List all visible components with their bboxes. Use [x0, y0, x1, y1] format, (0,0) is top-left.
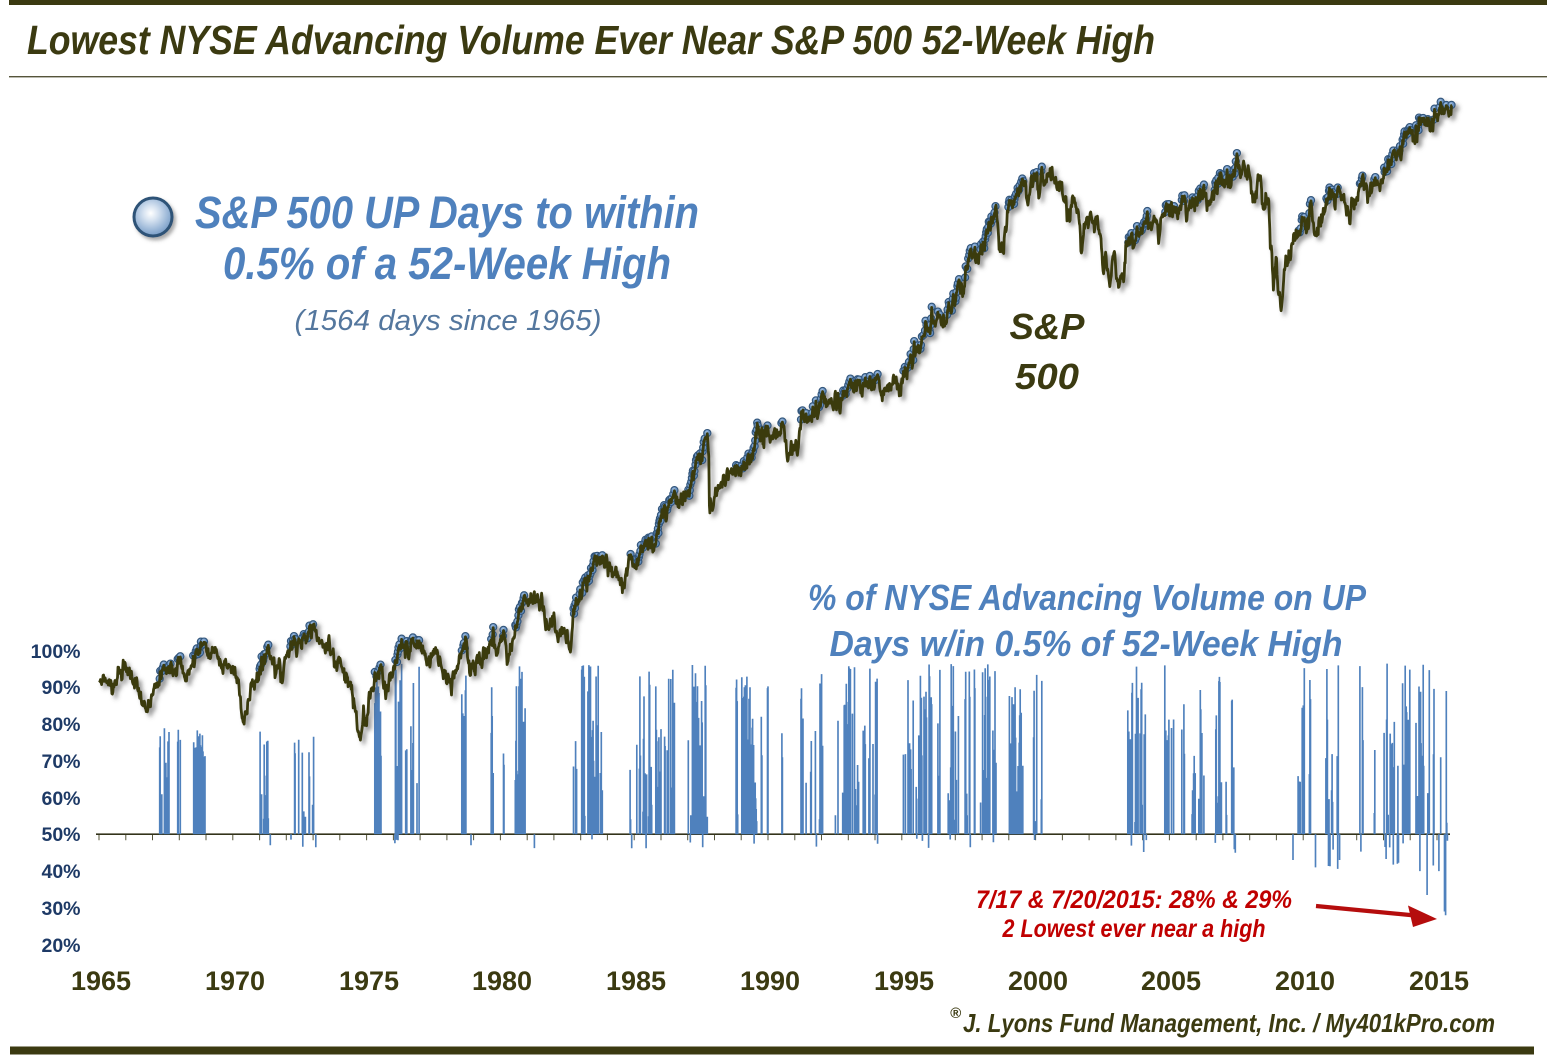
svg-text:1975: 1975: [339, 966, 399, 996]
svg-text:80%: 80%: [41, 714, 80, 736]
svg-text:500: 500: [1015, 356, 1079, 397]
svg-text:®: ®: [950, 1005, 962, 1022]
svg-text:60%: 60%: [41, 788, 80, 810]
svg-text:90%: 90%: [41, 677, 80, 699]
svg-text:1990: 1990: [740, 966, 800, 996]
svg-text:% of NYSE Advancing Volume on: % of NYSE Advancing Volume on UP: [808, 577, 1367, 618]
svg-text:2010: 2010: [1275, 966, 1335, 996]
svg-text:S&P: S&P: [1010, 306, 1086, 347]
svg-text:S&P 500 UP Days to within: S&P 500 UP Days to within: [195, 187, 699, 238]
svg-text:100%: 100%: [31, 641, 81, 663]
svg-text:2000: 2000: [1008, 966, 1068, 996]
svg-text:1985: 1985: [606, 966, 666, 996]
svg-text:Days w/in 0.5% of 52-Week High: Days w/in 0.5% of 52-Week High: [830, 623, 1343, 664]
svg-text:40%: 40%: [41, 861, 80, 883]
svg-text:0.5% of a 52-Week High: 0.5% of a 52-Week High: [223, 238, 671, 289]
svg-text:1995: 1995: [874, 966, 934, 996]
svg-text:1970: 1970: [205, 966, 265, 996]
svg-text:2 Lowest ever near a high: 2 Lowest ever near a high: [1002, 915, 1266, 943]
svg-text:2015: 2015: [1409, 966, 1469, 996]
svg-text:7/17 & 7/20/2015: 28% & 29%: 7/17 & 7/20/2015: 28% & 29%: [976, 886, 1292, 914]
svg-text:2005: 2005: [1141, 966, 1201, 996]
svg-text:1980: 1980: [472, 966, 532, 996]
svg-text:(1564 days since 1965): (1564 days since 1965): [295, 305, 602, 337]
svg-text:50%: 50%: [41, 824, 80, 846]
svg-text:30%: 30%: [41, 898, 80, 920]
svg-text:J. Lyons Fund Management, Inc.: J. Lyons Fund Management, Inc. / My401kP…: [963, 1008, 1495, 1038]
svg-text:1965: 1965: [71, 966, 131, 996]
svg-text:Lowest NYSE Advancing Volume E: Lowest NYSE Advancing Volume Ever Near S…: [27, 17, 1155, 63]
svg-text:20%: 20%: [41, 935, 80, 957]
svg-text:70%: 70%: [41, 751, 80, 773]
